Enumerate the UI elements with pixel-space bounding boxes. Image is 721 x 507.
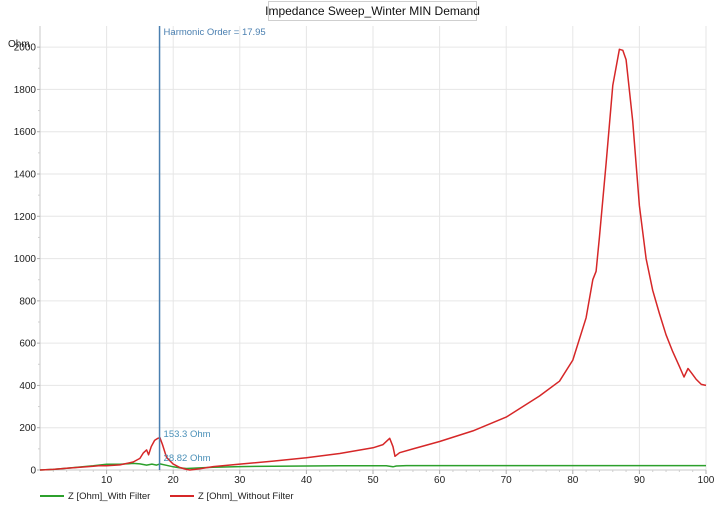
y-tick-label: 600 (19, 339, 36, 350)
chart-title: Impedance Sweep_Winter MIN Demand (265, 1, 480, 21)
x-tick-label: 40 (301, 475, 313, 486)
cursor-label: Harmonic Order = 17.95 (164, 27, 266, 38)
y-tick-label: 1400 (14, 170, 37, 181)
x-tick-label: 50 (367, 475, 379, 486)
legend-label-with-filter: Z [Ohm]_With Filter (68, 491, 150, 502)
y-tick-label: 1000 (14, 254, 37, 265)
y-tick-label: 1200 (14, 212, 37, 223)
cursor-readout-2: 28.82 Ohm (164, 453, 211, 464)
x-tick-label: 100 (698, 475, 715, 486)
y-tick-label: 2000 (14, 43, 37, 54)
legend-label-without-filter: Z [Ohm]_Without Filter (198, 491, 294, 502)
y-tick-label: 1600 (14, 127, 37, 138)
y-tick-label: 800 (19, 296, 36, 307)
y-tick-label: 400 (19, 381, 36, 392)
legend-layer: Z [Ohm]_With Filter Z [Ohm]_Without Filte… (40, 491, 294, 502)
x-tick-label: 80 (567, 475, 579, 486)
y-tick-label: 1800 (14, 85, 37, 96)
y-axis-label: Ohm (8, 39, 30, 50)
cursor-layer: Harmonic Order = 17.95 153.3 Ohm 28.82 Ohm (158, 26, 266, 470)
x-tick-label: 10 (101, 475, 113, 486)
axis-layer: 0 200 400 600 800 1000 1200 1400 1600 1800 2000 10 2… (14, 26, 715, 486)
y-tick-label: 0 (30, 466, 36, 477)
series-layer (39, 48, 707, 471)
y-tick-label: 200 (19, 423, 36, 434)
x-tick-label: 30 (234, 475, 246, 486)
x-tick-label: 90 (634, 475, 646, 486)
x-tick-label: 20 (168, 475, 180, 486)
cursor-readout-1: 153.3 Ohm (164, 429, 211, 440)
series-line-without-filter (39, 48, 707, 471)
grid-layer (40, 26, 707, 470)
x-tick-label: 70 (501, 475, 513, 486)
x-tick-label: 60 (434, 475, 446, 486)
